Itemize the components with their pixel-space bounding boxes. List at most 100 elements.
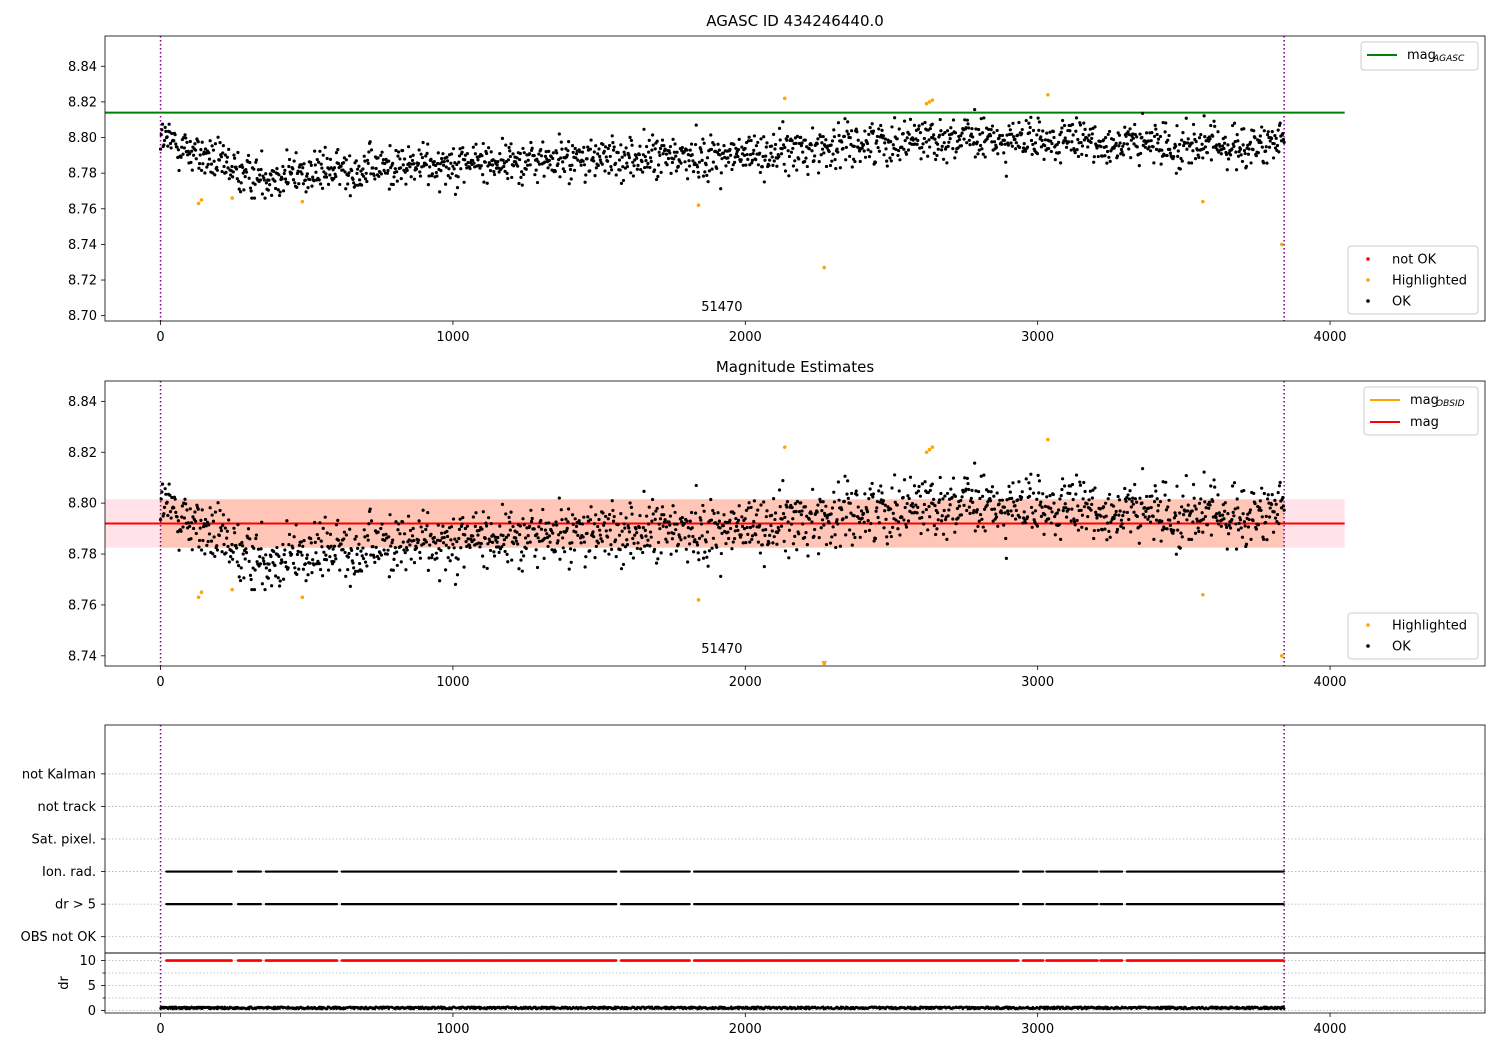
ok-point (227, 518, 230, 521)
ok-point (632, 174, 635, 177)
ok-point (1109, 160, 1112, 163)
ok-point (1264, 521, 1267, 524)
ok-point (708, 549, 711, 552)
ok-point (299, 551, 302, 554)
ok-point (1239, 148, 1242, 151)
ok-point (1154, 128, 1157, 131)
ok-point (215, 544, 218, 547)
ok-point (1126, 511, 1129, 514)
ok-point (998, 502, 1001, 505)
ok-point (1012, 500, 1015, 503)
ok-point (927, 138, 930, 141)
ok-point (1181, 495, 1184, 498)
ok-point (1041, 129, 1044, 132)
ok-point (1036, 152, 1039, 155)
ok-point (392, 183, 395, 186)
ok-point (398, 157, 401, 160)
ok-point (519, 558, 522, 561)
ok-point (1277, 150, 1280, 153)
ok-point (1044, 505, 1047, 508)
ok-point (832, 153, 835, 156)
ok-point (747, 506, 750, 509)
x-tick-label: 3000 (1021, 330, 1054, 345)
ok-point (630, 144, 633, 147)
ok-point (695, 484, 698, 487)
ok-point (882, 153, 885, 156)
ok-point (889, 140, 892, 143)
ok-point (1132, 511, 1135, 514)
ok-point (329, 533, 332, 536)
ok-point (1117, 144, 1120, 147)
ok-point (1029, 126, 1032, 129)
ok-point (706, 530, 709, 533)
ok-point (209, 506, 212, 509)
ok-point (1236, 139, 1239, 142)
highlighted-point (697, 203, 701, 207)
ok-point (320, 540, 323, 543)
ok-point (871, 482, 874, 485)
ok-point (425, 540, 428, 543)
highlighted-point (1046, 93, 1050, 97)
ok-point (857, 505, 860, 508)
ok-point (787, 149, 790, 152)
ok-point (188, 525, 191, 528)
ok-point (520, 550, 523, 553)
ok-point (1077, 529, 1080, 532)
ok-point (387, 535, 390, 538)
ok-point (861, 146, 864, 149)
ok-point (189, 140, 192, 143)
ok-point (207, 163, 210, 166)
ok-point (1182, 513, 1185, 516)
ok-point (1177, 521, 1180, 524)
ok-point (214, 142, 217, 145)
ok-point (667, 157, 670, 160)
ok-point (603, 150, 606, 153)
ok-point (1081, 514, 1084, 517)
ok-point (461, 146, 464, 149)
ok-point (891, 153, 894, 156)
ok-point (1168, 148, 1171, 151)
ok-point (674, 155, 677, 158)
ok-point (298, 544, 301, 547)
legend-mag-label: mag (1410, 415, 1439, 430)
ok-point (241, 544, 244, 547)
ok-point (835, 518, 838, 521)
ok-point (775, 543, 778, 546)
highlighted-point (783, 445, 787, 449)
ok-point (1021, 128, 1024, 131)
ok-point (1148, 145, 1151, 148)
ok-point (1023, 510, 1026, 513)
ok-point (710, 148, 713, 151)
ok-point (897, 520, 900, 523)
ok-point (509, 142, 512, 145)
ok-point (1283, 141, 1286, 144)
ok-point (1145, 131, 1148, 134)
ok-point (304, 562, 307, 565)
ok-point (245, 171, 248, 174)
ok-point (788, 529, 791, 532)
ok-point (1156, 509, 1159, 512)
ok-point (810, 512, 813, 515)
ok-point (442, 164, 445, 167)
ok-point (1193, 504, 1196, 507)
ok-point (382, 548, 385, 551)
ok-point (439, 539, 442, 542)
ok-point (1032, 492, 1035, 495)
ok-point (358, 178, 361, 181)
ok-point (655, 178, 658, 181)
ok-point (862, 512, 865, 515)
ok-point (425, 524, 428, 527)
ok-point (1251, 148, 1254, 151)
ok-point (1235, 548, 1238, 551)
ok-point (199, 527, 202, 530)
ok-point (867, 133, 870, 136)
ok-point (166, 514, 169, 517)
ok-point (1081, 497, 1084, 500)
ok-point (996, 152, 999, 155)
ok-point (543, 161, 546, 164)
ok-point (791, 147, 794, 150)
ok-point (1089, 509, 1092, 512)
ok-point (213, 160, 216, 163)
ok-point (1127, 518, 1130, 521)
ok-point (1210, 158, 1213, 161)
